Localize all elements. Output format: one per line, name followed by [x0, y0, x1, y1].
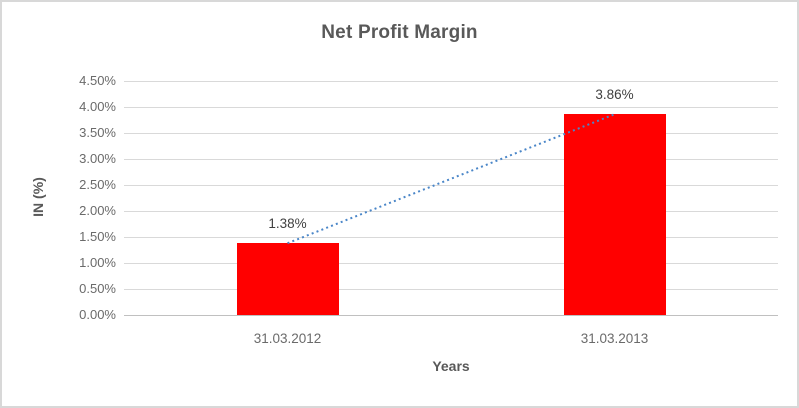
x-axis-category-label: 31.03.2012: [253, 331, 322, 346]
chart-title: Net Profit Margin: [321, 22, 478, 43]
gridline: [124, 262, 778, 264]
gridline: [124, 106, 778, 108]
gridline: [124, 236, 778, 238]
x-axis-line: [124, 314, 778, 316]
gridline: [124, 158, 778, 160]
y-axis-tick-label: 2.50%: [79, 177, 116, 192]
y-axis-tick-label: 0.00%: [79, 307, 116, 322]
gridline: [124, 80, 778, 82]
bar-31.03.2013: [563, 114, 666, 315]
y-axis-tick-label: 2.00%: [79, 203, 116, 218]
bar-31.03.2012: [236, 243, 339, 315]
y-axis-tick-label: 4.50%: [79, 73, 116, 88]
y-axis-tick-label: 3.50%: [79, 125, 116, 140]
bar-data-label: 3.86%: [595, 87, 634, 103]
y-axis-tick-label: 1.50%: [79, 229, 116, 244]
x-axis-title: Years: [432, 358, 470, 374]
gridline: [124, 288, 778, 290]
y-axis-tick-label: 1.00%: [79, 255, 116, 270]
gridline: [124, 184, 778, 186]
x-axis-category-label: 31.03.2013: [580, 331, 649, 346]
gridline: [124, 210, 778, 212]
bar-data-label: 1.38%: [268, 216, 307, 232]
y-axis-tick-label: 4.00%: [79, 99, 116, 114]
y-axis-tick-label: 3.00%: [79, 151, 116, 166]
y-axis-tick-label: 0.50%: [79, 281, 116, 296]
gridline: [124, 132, 778, 134]
